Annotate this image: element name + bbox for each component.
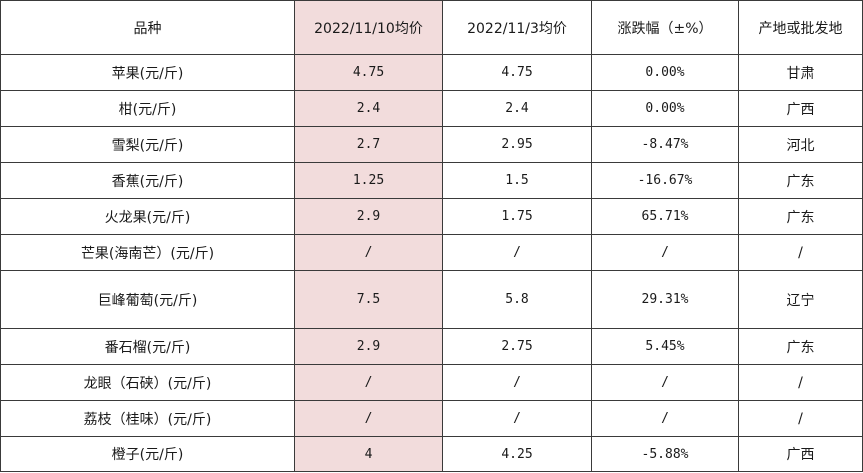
price-previous-cell: 4.25	[442, 436, 592, 472]
price-previous-cell: /	[442, 364, 592, 401]
change-cell: 5.45%	[591, 328, 739, 365]
price-current-cell: 4	[294, 436, 443, 472]
price-previous-cell: 1.75	[442, 198, 592, 235]
table-row: 橙子(元/斤) 4 4.25 -5.88% 广西	[0, 436, 863, 472]
price-previous-cell: 2.95	[442, 126, 592, 163]
variety-cell: 龙眼（石硖）(元/斤)	[0, 364, 295, 401]
price-previous-cell: 5.8	[442, 270, 592, 329]
origin-cell: /	[738, 234, 863, 271]
variety-cell: 橙子(元/斤)	[0, 436, 295, 472]
origin-cell: /	[738, 364, 863, 401]
table-row: 芒果(海南芒）(元/斤) / / / /	[0, 234, 863, 271]
origin-cell: 广西	[738, 90, 863, 127]
header-change-percent: 涨跌幅（±%）	[591, 0, 739, 55]
price-current-cell: /	[294, 400, 443, 437]
change-cell: -16.67%	[591, 162, 739, 199]
price-current-cell: 4.75	[294, 54, 443, 91]
change-cell: /	[591, 234, 739, 271]
price-previous-cell: 1.5	[442, 162, 592, 199]
variety-cell: 芒果(海南芒）(元/斤)	[0, 234, 295, 271]
variety-cell: 荔枝（桂味）(元/斤)	[0, 400, 295, 437]
table-row: 火龙果(元/斤) 2.9 1.75 65.71% 广东	[0, 198, 863, 235]
price-current-cell: 2.9	[294, 198, 443, 235]
change-cell: 0.00%	[591, 54, 739, 91]
variety-cell: 巨峰葡萄(元/斤)	[0, 270, 295, 329]
price-previous-cell: 2.75	[442, 328, 592, 365]
header-price-2022-11-10: 2022/11/10均价	[294, 0, 443, 55]
header-variety: 品种	[0, 0, 295, 55]
price-current-cell: 2.4	[294, 90, 443, 127]
price-previous-cell: 2.4	[442, 90, 592, 127]
change-cell: 29.31%	[591, 270, 739, 329]
header-price-2022-11-03: 2022/11/3均价	[442, 0, 592, 55]
price-current-cell: /	[294, 364, 443, 401]
price-previous-cell: /	[442, 400, 592, 437]
price-current-cell: 2.9	[294, 328, 443, 365]
origin-cell: 广西	[738, 436, 863, 472]
origin-cell: 辽宁	[738, 270, 863, 329]
table-row: 巨峰葡萄(元/斤) 7.5 5.8 29.31% 辽宁	[0, 270, 863, 329]
origin-cell: 广东	[738, 328, 863, 365]
price-previous-cell: 4.75	[442, 54, 592, 91]
price-current-cell: 1.25	[294, 162, 443, 199]
table-row: 雪梨(元/斤) 2.7 2.95 -8.47% 河北	[0, 126, 863, 163]
change-cell: 0.00%	[591, 90, 739, 127]
price-current-cell: 2.7	[294, 126, 443, 163]
change-cell: /	[591, 400, 739, 437]
price-current-cell: 7.5	[294, 270, 443, 329]
change-cell: -8.47%	[591, 126, 739, 163]
variety-cell: 雪梨(元/斤)	[0, 126, 295, 163]
variety-cell: 香蕉(元/斤)	[0, 162, 295, 199]
header-origin: 产地或批发地	[738, 0, 863, 55]
variety-cell: 苹果(元/斤)	[0, 54, 295, 91]
price-current-cell: /	[294, 234, 443, 271]
table-row: 香蕉(元/斤) 1.25 1.5 -16.67% 广东	[0, 162, 863, 199]
change-cell: 65.71%	[591, 198, 739, 235]
origin-cell: 甘肃	[738, 54, 863, 91]
origin-cell: /	[738, 400, 863, 437]
change-cell: /	[591, 364, 739, 401]
table-row: 柑(元/斤) 2.4 2.4 0.00% 广西	[0, 90, 863, 127]
price-previous-cell: /	[442, 234, 592, 271]
origin-cell: 广东	[738, 198, 863, 235]
variety-cell: 番石榴(元/斤)	[0, 328, 295, 365]
table-row: 龙眼（石硖）(元/斤) / / / /	[0, 364, 863, 401]
origin-cell: 广东	[738, 162, 863, 199]
table-row: 苹果(元/斤) 4.75 4.75 0.00% 甘肃	[0, 54, 863, 91]
variety-cell: 火龙果(元/斤)	[0, 198, 295, 235]
table-row: 荔枝（桂味）(元/斤) / / / /	[0, 400, 863, 437]
change-cell: -5.88%	[591, 436, 739, 472]
table-row: 番石榴(元/斤) 2.9 2.75 5.45% 广东	[0, 328, 863, 365]
header-row: 品种 2022/11/10均价 2022/11/3均价 涨跌幅（±%） 产地或批…	[0, 0, 863, 55]
origin-cell: 河北	[738, 126, 863, 163]
variety-cell: 柑(元/斤)	[0, 90, 295, 127]
